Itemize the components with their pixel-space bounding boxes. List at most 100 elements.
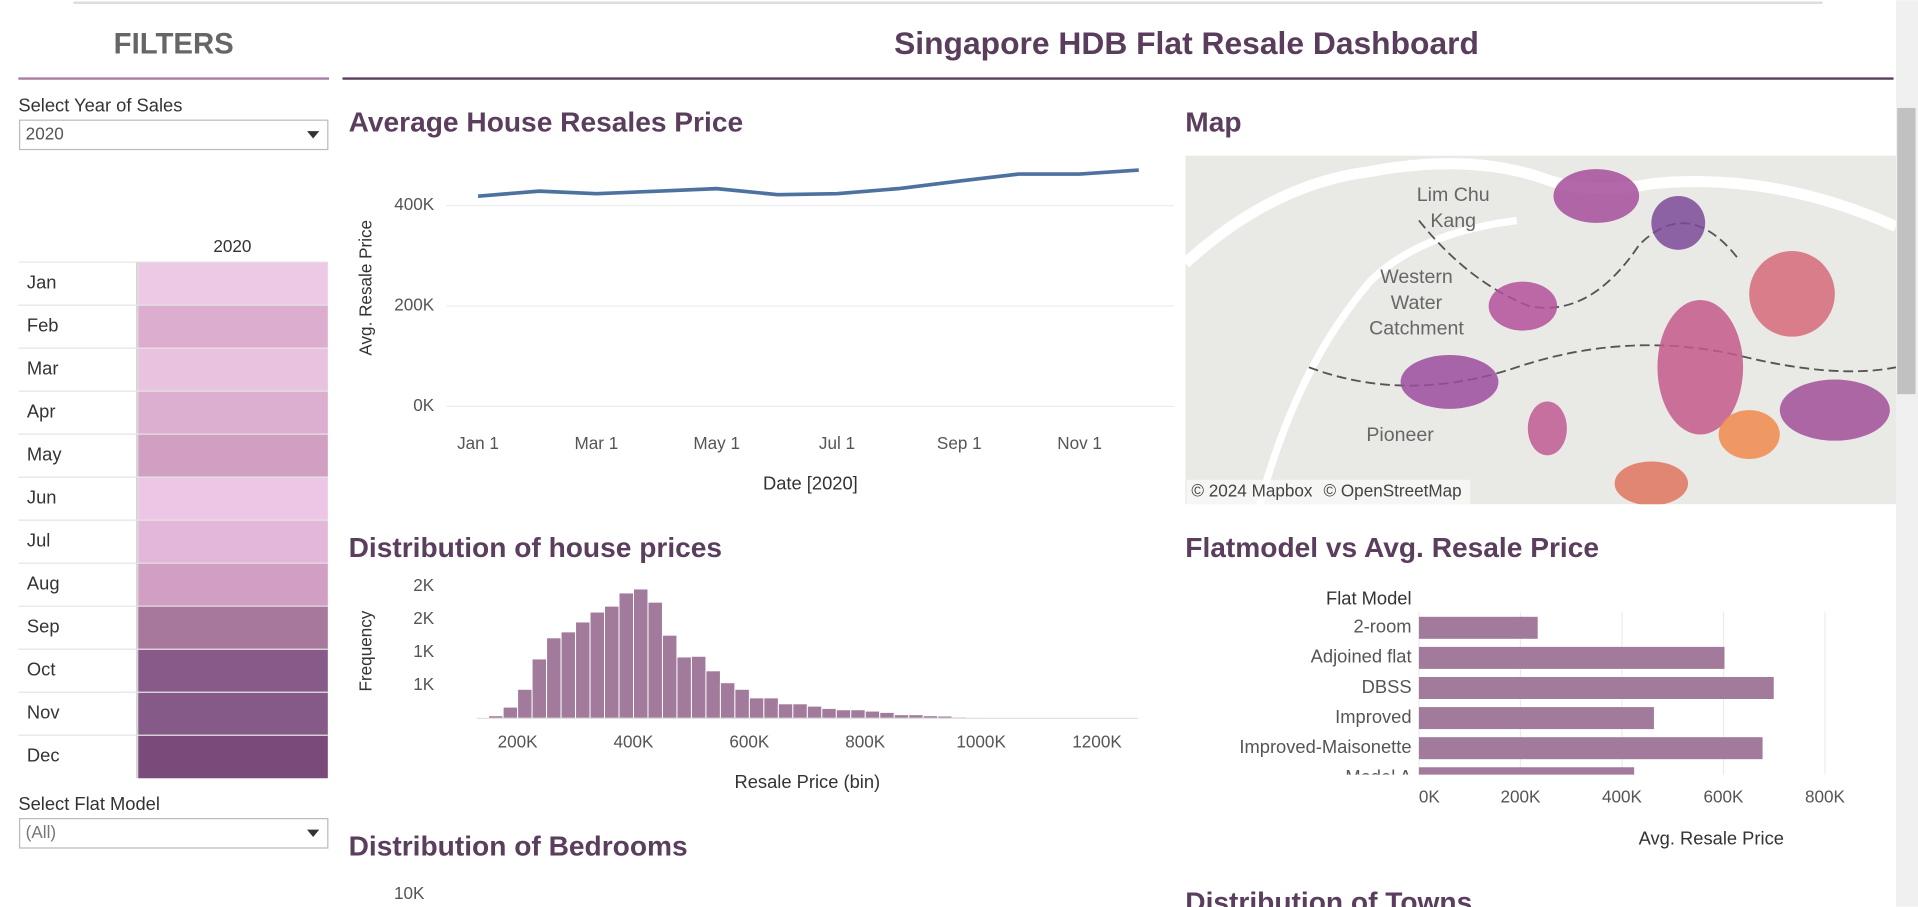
section-title: Map [1185,106,1241,137]
x-tick-label: Nov 1 [1057,434,1102,453]
heatmap-row-label: Oct [27,659,56,680]
map-road [1185,158,1896,268]
filters-title: FILTERS [114,27,234,60]
section-title: Flatmodel vs Avg. Resale Price [1185,532,1599,563]
y-tick-label: Model A [1345,766,1412,787]
x-tick-label: 400K [1602,787,1643,806]
x-axis-title: Date [2020] [763,473,858,494]
y-tick-label: 200K [394,296,435,315]
heatmap-row-label: Dec [27,745,60,766]
histogram-bar [777,703,794,719]
histogram-bar [531,658,548,719]
section-title: Average House Resales Price [349,106,744,137]
section-title: Distribution of Bedrooms [349,830,688,861]
x-axis-title: Avg. Resale Price [1639,827,1784,848]
bar [1418,646,1725,669]
x-tick-label: 1200K [1072,732,1122,751]
map-cluster [1749,251,1835,337]
map-cluster [1718,410,1780,460]
year-dropdown[interactable] [18,119,329,151]
x-tick-label: 600K [1704,787,1745,806]
map-cluster [1614,461,1689,505]
x-tick-label: 200K [498,732,539,751]
map-attribution: © 2024 Mapbox [1191,482,1312,501]
y-tick-label: Improved [1335,706,1411,727]
y-tick-label: 2K [413,609,435,628]
map-cluster [1779,379,1890,441]
heatmap-row-label: Apr [27,400,56,421]
heatmap-column-header: 2020 [213,237,251,256]
x-tick-label: 200K [1500,787,1541,806]
heatmap-cell [138,434,328,478]
heatmap-row-label: Aug [27,573,60,594]
x-tick-label: 800K [845,732,886,751]
bar [1418,676,1774,699]
x-tick-label: Jul 1 [819,434,855,453]
x-tick-label: Sep 1 [937,434,982,453]
y-tick-label: 10K [394,884,425,903]
histogram-bar [517,688,533,719]
histogram-bar [560,631,577,719]
histogram-bar [502,706,519,719]
heatmap-cell [138,649,328,693]
map-points [1400,169,1890,505]
map-label: Lim Chu [1417,184,1490,206]
heatmap-row-label: Jun [27,487,57,508]
map-cluster [1527,401,1567,456]
y-axis-title: Avg. Resale Price [356,220,375,356]
map [1185,155,1896,505]
histogram-bar [589,611,606,719]
histogram-bar [661,634,678,719]
y-tick-label: 2-room [1354,616,1412,637]
bar [1418,767,1635,775]
x-tick-label: 600K [729,732,770,751]
x-tick-label: May 1 [693,434,740,453]
x-tick-label: 0K [1419,787,1441,806]
x-tick-label: Mar 1 [575,434,619,453]
heatmap-cell [138,606,328,650]
map-cluster [1400,355,1499,409]
heatmap-row-label: Sep [27,616,60,637]
heatmap-row-label: May [27,443,62,464]
scrollbar-thumb[interactable] [1897,107,1916,395]
x-tick-label: 1000K [956,732,1006,751]
histogram-bar [647,601,663,719]
x-axis-title: Resale Price (bin) [734,771,880,792]
y-tick-label: Improved-Maisonette [1239,736,1411,757]
heatmap-cell [138,520,328,564]
map-boundary [1308,344,1896,387]
bar [1418,616,1538,639]
map-cluster [1553,169,1640,223]
histogram-bar [734,688,750,719]
histogram-bar [821,707,837,719]
histogram-bar [633,588,649,719]
filter-label: Select Year of Sales [18,95,182,116]
heatmap-row-label: Mar [27,357,59,378]
bar [1418,737,1763,760]
map-label: Kang [1430,210,1476,232]
x-tick-label: 400K [614,732,655,751]
model-dropdown[interactable] [18,818,329,849]
bar-plot: 2-room Adjoined flat DBSS Improved Improved-… [1239,611,1826,787]
histogram-bar [763,697,779,719]
attribution-bg [1186,479,1471,505]
y-tick-label: 2K [413,576,435,595]
y-tick-label: Adjoined flat [1311,646,1412,667]
histogram-bar [705,670,721,719]
heatmap-cell [138,735,328,779]
y-tick-label: 400K [394,195,435,214]
histogram-bar [806,705,823,719]
dashboard-title: Singapore HDB Flat Resale Dashboard [894,25,1479,61]
map-label: Water [1391,292,1443,314]
y-tick-label: 1K [413,642,435,661]
map-label: Pioneer [1366,424,1434,446]
histogram-bar [546,637,562,719]
histogram-bar [792,703,808,719]
map-label: Western [1380,266,1452,288]
dropdown-value: (All) [26,823,56,842]
map-cluster [1488,281,1558,331]
line-series [477,168,1139,198]
heatmap-cell [138,262,328,306]
heatmap-cell [138,305,328,349]
